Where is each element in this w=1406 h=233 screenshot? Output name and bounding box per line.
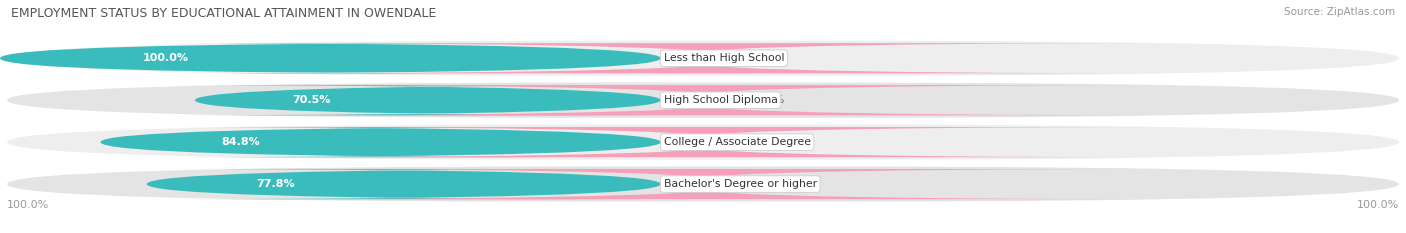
Text: 0.0%: 0.0%: [756, 179, 785, 189]
Text: 0.0%: 0.0%: [756, 95, 785, 105]
Text: Source: ZipAtlas.com: Source: ZipAtlas.com: [1284, 7, 1395, 17]
Text: 0.0%: 0.0%: [756, 53, 785, 63]
Text: 100.0%: 100.0%: [142, 53, 188, 63]
FancyBboxPatch shape: [146, 169, 661, 199]
FancyBboxPatch shape: [239, 169, 1167, 199]
FancyBboxPatch shape: [7, 82, 1399, 118]
Text: 70.5%: 70.5%: [292, 95, 330, 105]
Text: EMPLOYMENT STATUS BY EDUCATIONAL ATTAINMENT IN OWENDALE: EMPLOYMENT STATUS BY EDUCATIONAL ATTAINM…: [11, 7, 436, 20]
FancyBboxPatch shape: [7, 166, 1399, 202]
Text: High School Diploma: High School Diploma: [664, 95, 778, 105]
Text: 84.8%: 84.8%: [221, 137, 260, 147]
FancyBboxPatch shape: [0, 43, 661, 73]
FancyBboxPatch shape: [7, 124, 1399, 160]
Text: Bachelor's Degree or higher: Bachelor's Degree or higher: [664, 179, 817, 189]
Text: 77.8%: 77.8%: [256, 179, 294, 189]
Text: College / Associate Degree: College / Associate Degree: [664, 137, 811, 147]
Text: 100.0%: 100.0%: [1357, 200, 1399, 210]
FancyBboxPatch shape: [100, 127, 661, 157]
Text: 0.0%: 0.0%: [756, 137, 785, 147]
FancyBboxPatch shape: [239, 127, 1167, 157]
FancyBboxPatch shape: [155, 85, 702, 115]
FancyBboxPatch shape: [7, 41, 1399, 76]
Text: Less than High School: Less than High School: [664, 53, 785, 63]
FancyBboxPatch shape: [239, 85, 1167, 115]
Text: 100.0%: 100.0%: [7, 200, 49, 210]
FancyBboxPatch shape: [239, 43, 1167, 73]
